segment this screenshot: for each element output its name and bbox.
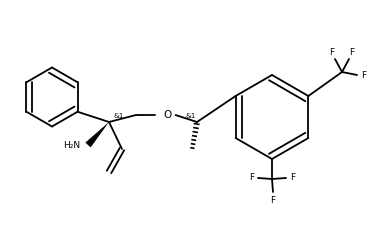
Text: H₂N: H₂N — [63, 141, 80, 151]
Text: O: O — [164, 110, 172, 120]
Text: F: F — [249, 173, 254, 182]
Text: F: F — [329, 48, 334, 57]
Text: F: F — [361, 72, 366, 81]
Text: &1: &1 — [186, 113, 196, 119]
Text: F: F — [349, 48, 354, 57]
Polygon shape — [85, 122, 109, 147]
Text: F: F — [270, 196, 276, 205]
Text: &1: &1 — [113, 113, 123, 119]
Text: F: F — [290, 173, 295, 182]
